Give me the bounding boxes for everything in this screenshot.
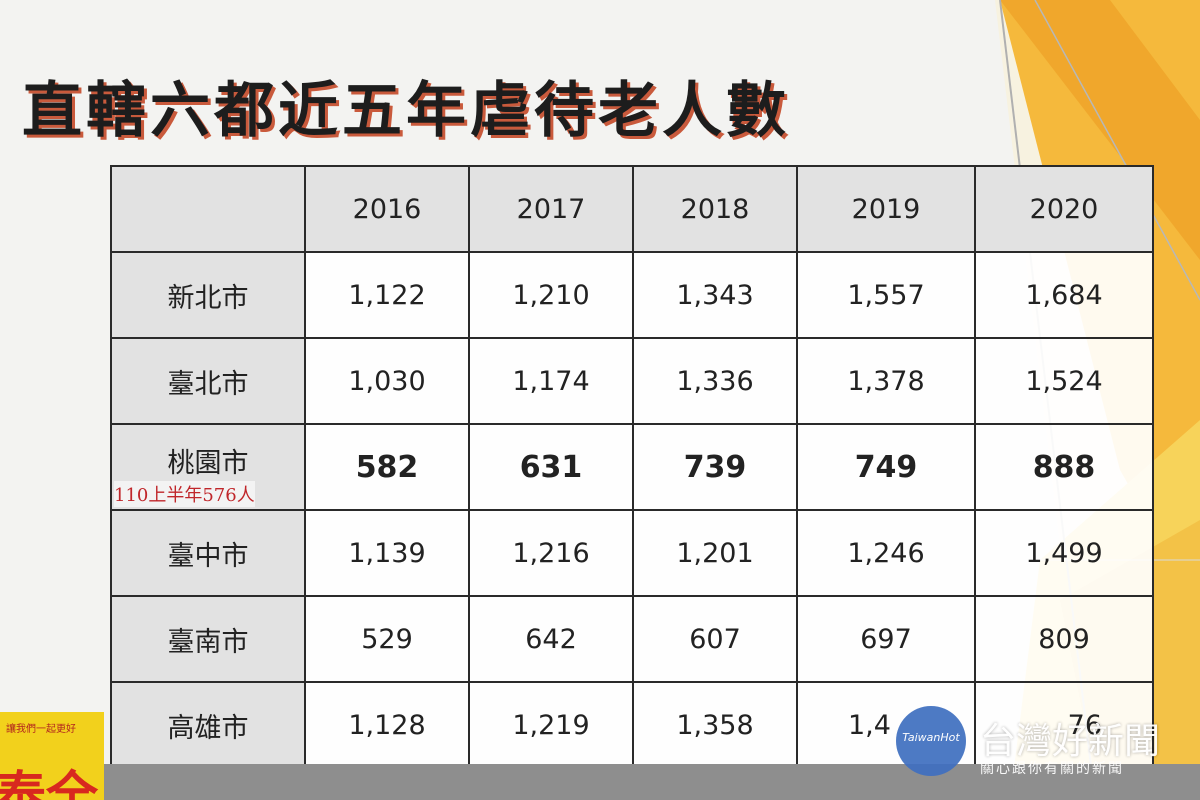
value-cell: 697	[796, 595, 976, 683]
city-cell: 桃園市 110上半年576人	[110, 423, 306, 511]
year-header: 2019	[796, 165, 976, 253]
table-row: 臺北市 1,030 1,174 1,336 1,378 1,524	[110, 337, 1154, 425]
city-cell: 高雄市	[110, 681, 306, 769]
header-row: 2016 2017 2018 2019 2020	[110, 165, 1154, 253]
value-cell: 1,139	[304, 509, 470, 597]
value-cell: 1,378	[796, 337, 976, 425]
value-cell: 1,030	[304, 337, 470, 425]
value-cell: 1,210	[468, 251, 634, 339]
value-cell: 1,524	[974, 337, 1154, 425]
value-cell: 739	[632, 423, 798, 511]
watermark-name: 台灣好新聞	[980, 721, 1161, 762]
value-cell: 1,499	[974, 509, 1154, 597]
corner-cell	[110, 165, 306, 253]
city-name: 桃園市	[167, 447, 249, 479]
value-cell: 1,174	[468, 337, 634, 425]
value-cell: 1,343	[632, 251, 798, 339]
watermark-logo-text: TaiwanHot	[902, 731, 960, 744]
value-cell: 1,128	[304, 681, 470, 769]
value-cell: 1,684	[974, 251, 1154, 339]
table-row: 臺中市 1,139 1,216 1,201 1,246 1,499	[110, 509, 1154, 597]
value-cell: 749	[796, 423, 976, 511]
value-cell: 76	[974, 681, 1154, 769]
value-cell: 1,122	[304, 251, 470, 339]
value-cell: 607	[632, 595, 798, 683]
table-row: 高雄市 1,128 1,219 1,358 1,4 76	[110, 681, 1154, 769]
table-row: 臺南市 529 642 607 697 809	[110, 595, 1154, 683]
value-cell: 582	[304, 423, 470, 511]
value-cell: 1,336	[632, 337, 798, 425]
bottom-bar	[0, 764, 1200, 800]
badge-slogan: 讓我們一起更好	[6, 724, 76, 735]
badge-text: 泰全	[0, 767, 99, 800]
abuse-stats-table: 2016 2017 2018 2019 2020 新北市 1,122 1,210…	[110, 165, 1154, 769]
city-cell: 新北市	[110, 251, 306, 339]
year-header: 2020	[974, 165, 1154, 253]
value-cell: 888	[974, 423, 1154, 511]
value-cell: 1,219	[468, 681, 634, 769]
year-header: 2016	[304, 165, 470, 253]
value-cell: 529	[304, 595, 470, 683]
year-header: 2017	[468, 165, 634, 253]
watermark-subtitle: 關心跟你有關的新聞	[980, 761, 1124, 777]
value-cell: 809	[974, 595, 1154, 683]
value-cell: 1,358	[632, 681, 798, 769]
value-cell: 1,216	[468, 509, 634, 597]
value-cell: 1,557	[796, 251, 976, 339]
page-title: 直轄六都近五年虐待老人數	[22, 76, 790, 146]
city-note: 110上半年576人	[114, 481, 255, 507]
campaign-badge: 讓我們一起更好 泰全	[0, 712, 104, 800]
city-cell: 臺南市	[110, 595, 306, 683]
value-cell: 642	[468, 595, 634, 683]
value-cell: 631	[468, 423, 634, 511]
table-row-highlight: 桃園市 110上半年576人 582 631 739 749 888	[110, 423, 1154, 511]
year-header: 2018	[632, 165, 798, 253]
value-cell: 1,201	[632, 509, 798, 597]
value-cell: 1,246	[796, 509, 976, 597]
watermark-logo-icon: TaiwanHot	[896, 706, 966, 776]
city-cell: 臺北市	[110, 337, 306, 425]
table-row: 新北市 1,122 1,210 1,343 1,557 1,684	[110, 251, 1154, 339]
city-cell: 臺中市	[110, 509, 306, 597]
